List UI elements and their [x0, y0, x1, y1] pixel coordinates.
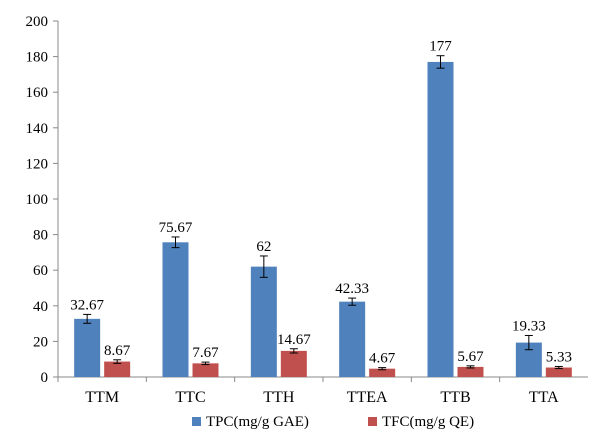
x-category-label: TTM — [85, 389, 119, 406]
y-tick-label: 180 — [26, 50, 49, 66]
data-label: 32.67 — [70, 297, 104, 313]
y-tick-label: 140 — [26, 121, 49, 137]
data-labels: 32.67 8.67 75.67 7.67 62 14.67 42.33 4.67 177 5.6… — [70, 39, 572, 367]
data-label: 5.33 — [546, 349, 572, 365]
y-tick-label: 100 — [26, 192, 49, 208]
y-axis: 0 20 40 60 80 100 120 140 160 180 200 — [26, 14, 59, 386]
bar-tfc-tta — [545, 367, 572, 377]
y-tick-label: 40 — [33, 299, 48, 315]
y-tick-label: 60 — [33, 263, 48, 279]
data-label: 75.67 — [159, 220, 193, 236]
data-label: 62 — [256, 239, 271, 255]
data-label: 177 — [429, 39, 452, 55]
bar-tpc-ttm — [74, 318, 101, 377]
x-category-label: TTB — [440, 389, 470, 406]
legend-label-tfc: TFC(mg/g QE) — [382, 414, 474, 430]
bar-tpc-ttb — [427, 61, 454, 377]
y-tick-label: 0 — [41, 370, 49, 386]
y-tick-label: 20 — [33, 334, 48, 350]
bar-tfc-ttc — [192, 363, 219, 377]
y-tick-label: 160 — [26, 85, 49, 101]
bar-tpc-tth — [250, 266, 277, 377]
x-category-label: TTC — [175, 389, 205, 406]
bar-tfc-ttm — [104, 361, 131, 377]
bar-tfc-tth — [280, 350, 307, 377]
bar-tfc-ttea — [369, 368, 396, 377]
x-axis: TTM TTC TTH TTEA TTB TTA — [57, 376, 588, 406]
data-label: 19.33 — [512, 318, 546, 334]
legend: TPC(mg/g GAE) TFC(mg/g QE) — [192, 414, 474, 430]
x-category-label: TTA — [529, 389, 559, 406]
legend-swatch-tpc — [192, 417, 201, 426]
bar-tpc-ttea — [339, 301, 366, 377]
data-label: 8.67 — [104, 343, 131, 359]
data-label: 5.67 — [457, 349, 484, 365]
bar-tpc-ttc — [162, 242, 189, 377]
bar-tfc-ttb — [457, 366, 484, 377]
x-category-label: TTEA — [347, 389, 388, 406]
y-tick-label: 120 — [26, 156, 49, 172]
data-label: 4.67 — [369, 351, 396, 367]
data-label: 14.67 — [277, 332, 311, 348]
data-label: 7.67 — [192, 345, 219, 361]
y-tick-label: 80 — [33, 228, 48, 244]
legend-swatch-tfc — [368, 417, 377, 426]
data-label: 42.33 — [335, 281, 369, 297]
x-category-label: TTH — [263, 389, 295, 406]
y-tick-label: 200 — [26, 14, 49, 30]
bars — [74, 55, 572, 377]
legend-label-tpc: TPC(mg/g GAE) — [206, 414, 309, 430]
